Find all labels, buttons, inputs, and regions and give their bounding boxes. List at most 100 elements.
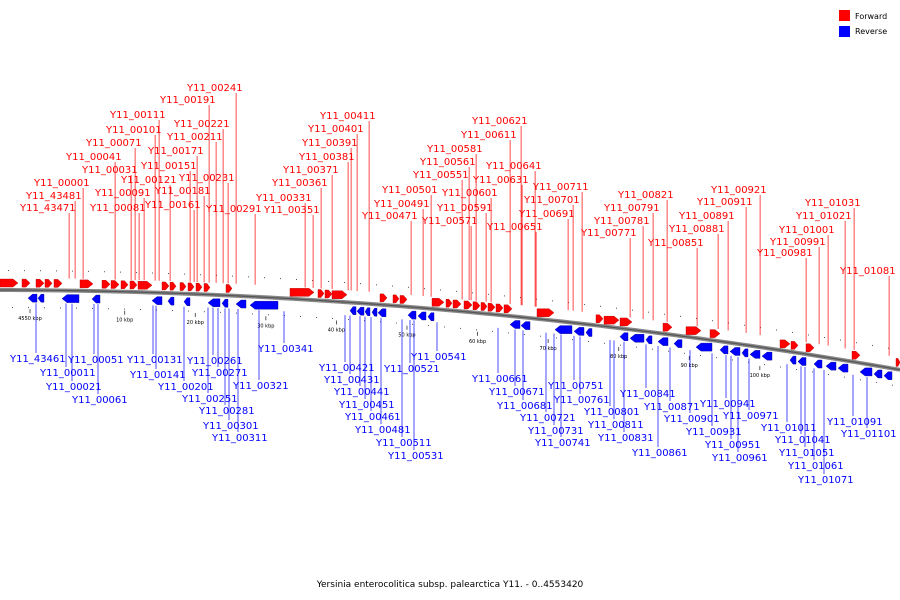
minor-tick-mark <box>440 289 441 291</box>
reverse-gene-14 <box>364 307 371 316</box>
minor-tick-mark <box>300 315 301 317</box>
minor-tick-mark <box>872 344 873 346</box>
forward-gene-42 <box>779 339 791 349</box>
forward-gene-29 <box>463 300 473 310</box>
forward-gene-label: Y11_00241 <box>186 83 243 94</box>
reverse-gene-label: Y11_00761 <box>553 395 610 406</box>
reverse-gene-label: Y11_00131 <box>126 355 183 366</box>
minor-tick-mark <box>280 278 281 280</box>
minor-tick-mark <box>568 302 569 304</box>
forward-gene-label: Y11_01001 <box>778 225 835 236</box>
minor-tick-mark <box>172 310 173 312</box>
forward-gene-1 <box>0 278 19 288</box>
forward-gene-label: Y11_00491 <box>373 199 430 210</box>
reverse-gene-label: Y11_00751 <box>547 381 604 392</box>
forward-gene-label: Y11_00881 <box>668 224 725 235</box>
forward-gene-37 <box>603 315 620 325</box>
reverse-genes-layer <box>27 293 893 380</box>
tick-label: 50 kbp <box>398 333 415 339</box>
reverse-gene-9 <box>221 299 229 308</box>
forward-gene-label: Y11_00851 <box>647 238 704 249</box>
forward-gene-38 <box>619 317 633 327</box>
minor-tick-mark <box>792 331 793 333</box>
reverse-gene-label: Y11_00461 <box>344 412 401 423</box>
reverse-gene-label: Y11_00201 <box>157 382 214 393</box>
reverse-gene-7 <box>183 297 191 306</box>
forward-gene-label: Y11_00401 <box>307 124 364 135</box>
forward-gene-label: Y11_00331 <box>255 193 312 204</box>
minor-tick-mark <box>668 350 669 352</box>
reverse-gene-label: Y11_00281 <box>198 406 255 417</box>
minor-tick-mark <box>424 288 425 290</box>
minor-tick-mark <box>636 346 637 348</box>
minor-tick-mark <box>220 311 221 313</box>
reverse-gene-31 <box>719 345 729 355</box>
forward-gene-label: Y11_00381 <box>298 152 355 163</box>
reverse-gene-label: Y11_01091 <box>826 417 883 428</box>
tick-label: 100 kbp <box>750 373 770 379</box>
minor-tick-mark <box>380 321 381 323</box>
tick-label: 70 kbp <box>540 346 557 352</box>
forward-gene-label: Y11_00171 <box>147 146 204 157</box>
tick-label: 60 kbp <box>469 339 486 345</box>
forward-gene-label: Y11_00571 <box>421 216 478 227</box>
minor-tick-mark <box>376 284 377 286</box>
forward-gene-label: Y11_00391 <box>301 138 358 149</box>
reverse-gene-label: Y11_00141 <box>129 370 186 381</box>
reverse-gene-29 <box>673 339 683 348</box>
reverse-gene-label: Y11_00321 <box>232 381 289 392</box>
minor-tick-mark <box>12 307 13 309</box>
forward-gene-label: Y11_00771 <box>580 228 637 239</box>
reverse-gene-label: Y11_00941 <box>699 399 756 410</box>
minor-tick-mark <box>696 317 697 319</box>
forward-gene-label: Y11_00641 <box>485 161 542 172</box>
reverse-gene-label: Y11_00051 <box>67 355 124 366</box>
forward-gene-label: Y11_00181 <box>154 186 211 197</box>
forward-gene-label: Y11_00821 <box>617 190 674 201</box>
backbone-layer <box>0 288 900 372</box>
reverse-gene-label: Y11_00261 <box>186 356 243 367</box>
minor-tick-mark <box>760 327 761 329</box>
minor-tick-mark <box>188 310 189 312</box>
reverse-gene-label: Y11_00341 <box>257 344 314 355</box>
minor-tick-mark <box>700 354 701 356</box>
forward-gene-label: Y11_00091 <box>94 188 151 199</box>
minor-tick-mark <box>540 335 541 337</box>
minor-tick-mark <box>124 308 125 310</box>
minor-tick-mark <box>216 274 217 276</box>
forward-gene-label: Y11_00991 <box>769 237 826 248</box>
forward-gene-label: Y11_00501 <box>381 185 438 196</box>
minor-tick-mark <box>264 277 265 279</box>
forward-gene-39 <box>662 322 673 332</box>
minor-tick-mark <box>232 275 233 277</box>
forward-gene-label: Y11_00231 <box>178 173 235 184</box>
forward-gene-label: Y11_01031 <box>804 198 861 209</box>
minor-tick-mark <box>556 337 557 339</box>
tick-label: 90 kbp <box>681 363 698 369</box>
minor-tick-mark <box>888 347 889 349</box>
minor-tick-mark <box>476 329 477 331</box>
minor-tick-mark <box>328 280 329 282</box>
reverse-gene-23 <box>573 327 585 336</box>
forward-gene-label: Y11_00041 <box>65 152 122 163</box>
minor-tick-mark <box>104 271 105 273</box>
reverse-gene-18 <box>417 311 427 321</box>
forward-gene-19 <box>289 288 315 297</box>
minor-tick-mark <box>588 340 589 342</box>
minor-tick-mark <box>776 329 777 331</box>
forward-gene-26 <box>431 298 445 307</box>
forward-gene-22 <box>331 290 348 299</box>
reverse-labels-layer: Y11_43461Y11_00011Y11_00021Y11_00051Y11_… <box>9 303 897 486</box>
minor-tick-mark <box>40 270 41 272</box>
backbone-core <box>0 289 900 371</box>
reverse-gene-label: Y11_00021 <box>45 382 102 393</box>
reverse-gene-label: Y11_00541 <box>410 352 467 363</box>
minor-tick-mark <box>812 371 813 373</box>
reverse-gene-label: Y11_00421 <box>318 363 375 374</box>
reverse-gene-label: Y11_00271 <box>191 368 248 379</box>
reverse-gene-25 <box>619 332 629 341</box>
minor-tick-mark <box>860 379 861 381</box>
forward-gene-36 <box>595 314 604 323</box>
forward-gene-16 <box>195 282 203 292</box>
minor-tick-mark <box>184 273 185 275</box>
